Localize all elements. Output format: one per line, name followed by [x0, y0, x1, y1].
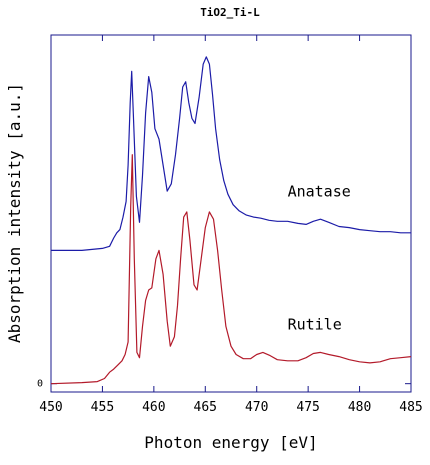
x-tick-label: 485: [399, 400, 422, 415]
x-tick-label: 460: [142, 400, 165, 415]
y-axis-label: Absorption intensity [a.u.]: [5, 83, 24, 343]
y-tick-label: 0: [37, 379, 43, 390]
x-tick-label: 480: [348, 400, 371, 415]
annotation-anatase: Anatase: [288, 182, 351, 200]
x-tick-label: 450: [39, 400, 62, 415]
x-tick-label: 475: [296, 400, 319, 415]
x-tick-label: 455: [91, 400, 114, 415]
x-tick-label: 470: [245, 400, 268, 415]
series-line-1: [50, 154, 412, 385]
x-axis-ticks: 450 455 460 465 470 475 480 485: [39, 35, 423, 415]
plot-frame: [50, 34, 412, 393]
chart-title: TiO2_Ti-L: [200, 6, 260, 19]
x-tick-label: 465: [194, 400, 217, 415]
x-axis-label: Photon energy [eV]: [144, 433, 317, 452]
series-line-0: [51, 56, 411, 251]
y-axis-ticks: 0: [37, 379, 411, 390]
series-layer: [50, 56, 412, 385]
annotation-rutile: Rutile: [288, 316, 342, 334]
